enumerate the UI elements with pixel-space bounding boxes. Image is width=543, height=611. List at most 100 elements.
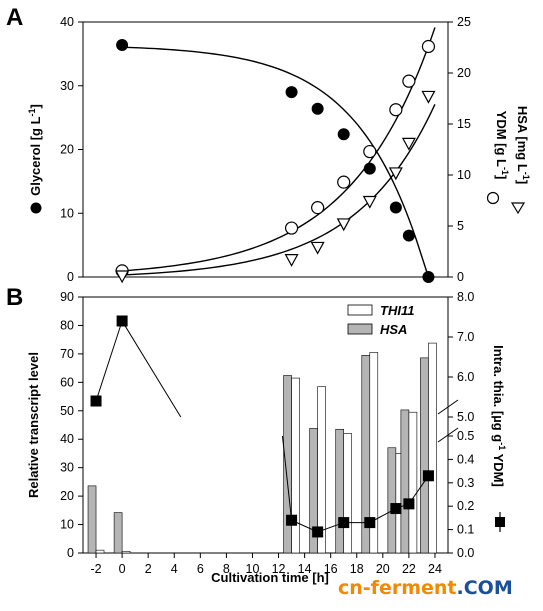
ydm-hsa-tick-label: 0 xyxy=(457,270,464,284)
transcript-tick-label: 50 xyxy=(60,404,74,418)
hsa-bar xyxy=(387,447,397,554)
legend-thi11-swatch xyxy=(347,304,373,316)
glycerol-point xyxy=(389,201,402,214)
hsa-bar xyxy=(335,428,345,554)
legend-thi11-label: THI11 xyxy=(380,303,414,318)
panel-b-letter: B xyxy=(6,284,23,311)
thiamine-tick-label: 0.1 xyxy=(457,523,474,537)
thi11-bar xyxy=(428,342,437,554)
thiamine-tick-label: 0.4 xyxy=(457,452,474,466)
time-tick-label: 4 xyxy=(171,562,178,576)
ydm-point xyxy=(311,201,325,215)
ydm-point xyxy=(421,39,436,54)
legend-hsa-swatch xyxy=(347,323,373,335)
time-tick-label: 8 xyxy=(223,562,230,576)
thiamine-tick-label: 0.0 xyxy=(457,546,474,560)
watermark-part1: cn-ferment xyxy=(338,577,457,599)
hsa-point xyxy=(401,137,416,151)
transcript-tick-label: 10 xyxy=(60,518,74,532)
legend-hsa-label: HSA xyxy=(380,322,407,337)
thiamine-point xyxy=(116,315,128,327)
thi11-bar xyxy=(343,433,353,554)
transcript-tick-label: 0 xyxy=(67,546,74,560)
axis-break-marks xyxy=(437,399,459,443)
thiamine-point xyxy=(90,395,102,407)
glycerol-tick-label: 20 xyxy=(60,143,74,157)
watermark-part2: .COM xyxy=(457,577,513,599)
thiamine-point xyxy=(364,517,376,529)
ydm-hsa-tick-label: 10 xyxy=(457,168,471,182)
glycerol-tick-label: 40 xyxy=(60,15,74,29)
transcript-tick-label: 30 xyxy=(60,461,74,475)
thiamine-tick-label: 6.0 xyxy=(457,370,474,384)
time-tick-label: 20 xyxy=(376,562,390,576)
glycerol-legend-marker xyxy=(30,202,42,214)
thiamine-point xyxy=(403,498,415,510)
hsa-point xyxy=(284,254,299,267)
panel-a-ticks: 0 10 20 30 40 0 5 10 15 20 25 xyxy=(60,15,471,284)
svg-text:YDM [g L-1]: YDM [g L-1] xyxy=(494,111,510,180)
panel-b-frame xyxy=(82,296,449,554)
panel-a-curves xyxy=(122,27,436,278)
ydm-fit-curve xyxy=(122,27,436,272)
thi11-bar xyxy=(369,352,379,554)
transcript-tick-label: 40 xyxy=(60,432,74,446)
ydm-hsa-tick-label: 15 xyxy=(457,117,471,131)
panel-b-thiamine-line xyxy=(90,315,434,538)
panel-b-bars xyxy=(87,342,437,554)
time-tick-label: 14 xyxy=(298,562,312,576)
hsa-fit-curve xyxy=(122,103,436,276)
transcript-tick-label: 20 xyxy=(60,489,74,503)
thi11-bar xyxy=(291,377,300,554)
hsa-bar xyxy=(420,357,429,554)
panel-b-legend: THI11 HSA xyxy=(347,303,414,337)
time-tick-label: 6 xyxy=(197,562,204,576)
glycerol-point xyxy=(363,162,376,175)
glycerol-fit-curve xyxy=(122,46,430,278)
time-tick-label: 2 xyxy=(145,562,152,576)
ydm-axis-label: YDM [g L-1] xyxy=(494,111,510,180)
panel-a-markers xyxy=(115,38,436,284)
time-tick-label: 18 xyxy=(350,562,364,576)
panel-a-frame xyxy=(82,21,449,278)
ydm-hsa-tick-label: 20 xyxy=(457,66,471,80)
hsa-bar xyxy=(87,485,97,554)
hsa-legend-marker xyxy=(510,202,526,215)
transcript-axis-label: Relative transcript level xyxy=(26,352,41,498)
ydm-point xyxy=(337,175,351,189)
time-tick-label: 12 xyxy=(272,562,286,576)
thiamine-upper-line xyxy=(95,319,182,418)
glycerol-tick-label: 10 xyxy=(60,206,74,220)
ydm-hsa-tick-label: 5 xyxy=(457,219,464,233)
thiamine-tick-label: 0.2 xyxy=(457,499,474,513)
glycerol-axis-label: Glycerol [g L-1] xyxy=(27,104,43,196)
hsa-point xyxy=(362,195,377,209)
hsa-bar xyxy=(400,409,410,554)
hsa-point xyxy=(115,270,130,284)
glycerol-point xyxy=(337,128,350,141)
svg-text:Relative transcript level: Relative transcript level xyxy=(26,352,41,498)
glycerol-tick-label: 0 xyxy=(67,270,74,284)
ydm-point xyxy=(284,221,299,235)
thi11-bar xyxy=(95,549,105,554)
glycerol-point xyxy=(116,38,129,51)
glycerol-point xyxy=(311,102,324,115)
thiamine-tick-label: 0.3 xyxy=(457,476,474,490)
ydm-hsa-tick-label: 25 xyxy=(457,15,471,29)
thiamine-tick-label: 8.0 xyxy=(457,290,474,304)
time-tick-label: 10 xyxy=(246,562,260,576)
hsa-axis-label: HSA [mg L-1] xyxy=(515,106,531,184)
thiamine-legend-marker xyxy=(495,517,505,527)
thiamine-point xyxy=(390,503,402,515)
thiamine-point xyxy=(422,470,434,482)
time-tick-label: 16 xyxy=(324,562,338,576)
hsa-point xyxy=(310,241,325,255)
ydm-legend-marker xyxy=(486,191,500,205)
svg-text:HSA [mg L-1]: HSA [mg L-1] xyxy=(515,106,531,184)
transcript-tick-label: 90 xyxy=(60,290,74,304)
hsa-bar xyxy=(283,375,292,554)
hsa-bar xyxy=(113,512,123,554)
watermark: cn-ferment.COM xyxy=(338,577,513,599)
time-tick-label: 0 xyxy=(119,562,126,576)
x-axis-label: Cultivation time [h] xyxy=(211,570,329,585)
